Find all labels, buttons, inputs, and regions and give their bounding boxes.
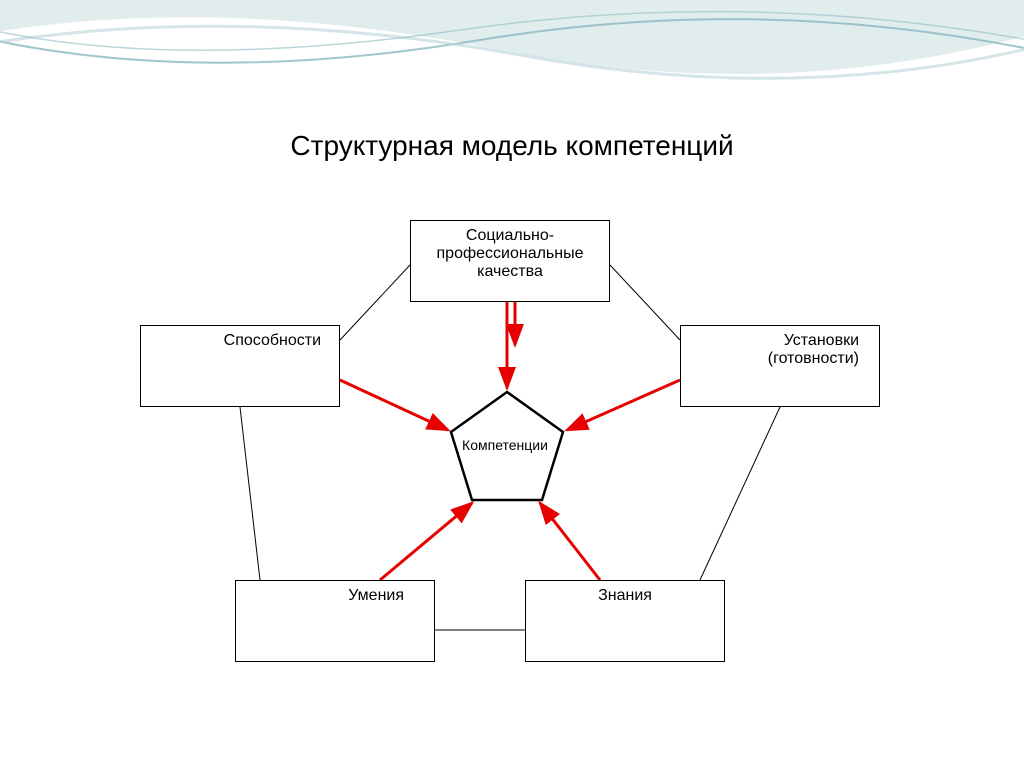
node-right: Установки (готовности) <box>680 325 880 407</box>
connector-top-right <box>610 265 680 340</box>
arrow-left <box>340 380 448 430</box>
arrow-bl <box>380 503 472 580</box>
arrow-br <box>540 503 600 580</box>
node-bottom-left: Умения <box>235 580 435 662</box>
node-bottom-right: Знания <box>525 580 725 662</box>
connector-right-br <box>700 407 780 580</box>
node-bl-label: Умения <box>348 587 404 605</box>
node-top-label: Социально- профессиональные качества <box>421 227 599 281</box>
node-br-label: Знания <box>598 587 652 605</box>
node-left-label: Способности <box>224 332 321 350</box>
page-title: Структурная модель компетенций <box>0 130 1024 162</box>
connector-left-bl <box>240 407 260 580</box>
wave-decoration <box>0 0 1024 120</box>
competency-diagram: Компетенции Социально- профессиональные … <box>0 210 1024 750</box>
connector-top-left <box>340 265 410 340</box>
node-top: Социально- профессиональные качества <box>410 220 610 302</box>
arrow-right <box>567 380 680 430</box>
pentagon-label: Компетенции <box>445 437 565 453</box>
node-right-label: Установки (готовности) <box>691 332 859 368</box>
node-left: Способности <box>140 325 340 407</box>
